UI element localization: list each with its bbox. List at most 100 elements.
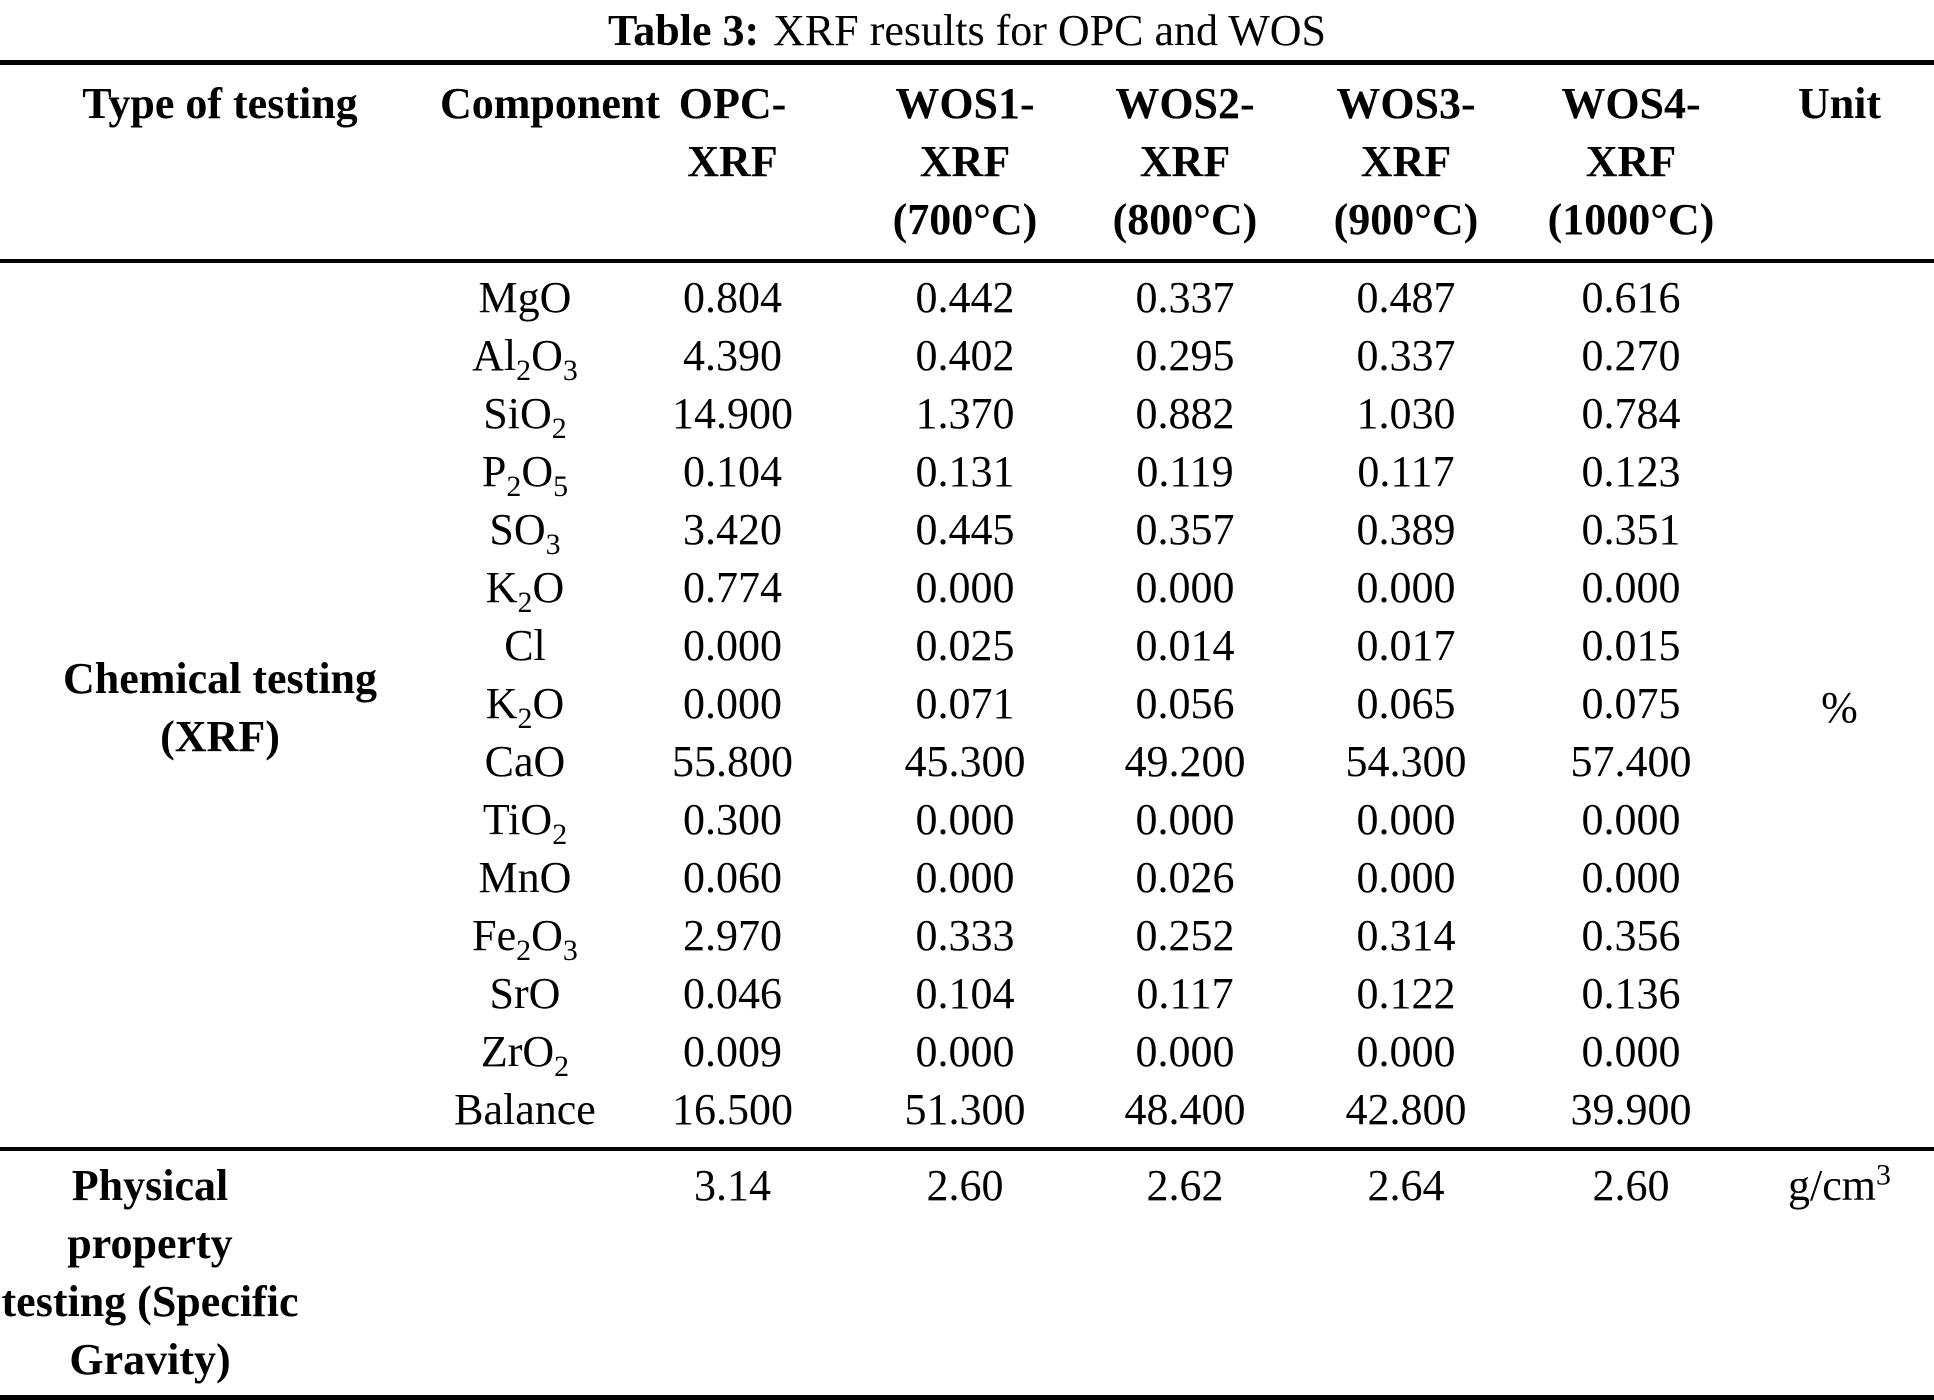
value-cell: 0.000 bbox=[1581, 795, 1681, 844]
header-wos3-xrf-900c: WOS3- XRF (900°C) bbox=[1333, 79, 1479, 244]
value-cell: 0.131 bbox=[915, 447, 1015, 496]
component-cell: Balance bbox=[454, 1085, 596, 1134]
chemical-row: K2O 0.000 0.071 0.056 0.065 0.075 bbox=[0, 675, 1934, 733]
chemical-row: SiO2 14.900 1.370 0.882 1.030 0.784 bbox=[0, 385, 1934, 443]
value-cell: 0.025 bbox=[915, 621, 1015, 670]
chemical-row: SrO 0.046 0.104 0.117 0.122 0.136 bbox=[0, 965, 1934, 1023]
header-wos4-xrf-1000c: WOS4- XRF (1000°C) bbox=[1547, 79, 1715, 244]
value-cell: 0.337 bbox=[1356, 331, 1456, 380]
value-cell: 3.420 bbox=[683, 505, 782, 554]
header-wos1-xrf-700c: WOS1- XRF (700°C) bbox=[892, 79, 1038, 244]
header-row: Type of testing Component OPC- XRF WOS1- X… bbox=[0, 63, 1934, 262]
header-wos2-xrf-800c: WOS2- XRF (800°C) bbox=[1112, 79, 1258, 244]
value-cell: 0.000 bbox=[1581, 1027, 1681, 1076]
value-cell: 55.800 bbox=[672, 737, 793, 786]
value-cell: 0.119 bbox=[1136, 447, 1234, 496]
component-cell: MgO bbox=[478, 273, 572, 322]
physical-value-cell: 2.64 bbox=[1367, 1161, 1445, 1210]
header-opc-xrf: OPC- XRF bbox=[678, 79, 787, 186]
value-cell: 0.445 bbox=[915, 505, 1015, 554]
component-cell: Al2O3 bbox=[472, 331, 578, 387]
value-cell: 0.009 bbox=[683, 1027, 782, 1076]
value-cell: 0.882 bbox=[1135, 389, 1235, 438]
value-cell: 0.104 bbox=[683, 447, 782, 496]
value-cell: 0.000 bbox=[915, 795, 1015, 844]
value-cell: 49.200 bbox=[1124, 737, 1246, 786]
chemical-row: CaO 55.800 45.300 49.200 54.300 57.400 bbox=[0, 733, 1934, 791]
physical-value-cell: 2.60 bbox=[1592, 1161, 1670, 1210]
value-cell: 0.017 bbox=[1356, 621, 1456, 670]
value-cell: 0.784 bbox=[1581, 389, 1681, 438]
value-cell: 42.800 bbox=[1345, 1085, 1467, 1134]
chemical-row: Cl 0.000 0.025 0.014 0.017 0.015 bbox=[0, 617, 1934, 675]
value-cell: 0.000 bbox=[915, 853, 1015, 902]
value-cell: 0.295 bbox=[1135, 331, 1235, 380]
value-cell: 0.056 bbox=[1135, 679, 1235, 728]
physical-property-section: Physical property testing (Specific Gravit… bbox=[0, 1149, 1934, 1398]
chemical-testing-label: Chemical testing (XRF) bbox=[62, 654, 378, 761]
physical-property-label: Physical property testing (Specific Gravit… bbox=[1, 1161, 299, 1384]
value-cell: 0.774 bbox=[683, 563, 782, 612]
value-cell: 0.000 bbox=[1135, 795, 1235, 844]
component-cell: SiO2 bbox=[483, 389, 567, 445]
component-cell: K2O bbox=[485, 679, 565, 735]
value-cell: 0.000 bbox=[1135, 1027, 1235, 1076]
value-cell: 0.060 bbox=[683, 853, 782, 902]
value-cell: 1.370 bbox=[915, 389, 1015, 438]
chemical-row: Balance 16.500 51.300 48.400 42.800 39.900 bbox=[0, 1081, 1934, 1149]
chemical-row: Fe2O3 2.970 0.333 0.252 0.314 0.356 bbox=[0, 907, 1934, 965]
value-cell: 0.000 bbox=[1581, 853, 1681, 902]
chemical-row: MnO 0.060 0.000 0.026 0.000 0.000 bbox=[0, 849, 1934, 907]
component-cell: SrO bbox=[489, 969, 561, 1018]
value-cell: 0.314 bbox=[1356, 911, 1456, 960]
value-cell: 51.300 bbox=[904, 1085, 1026, 1134]
value-cell: 0.000 bbox=[1356, 853, 1456, 902]
unit-gcm3-cell: g/cm3 bbox=[1788, 1158, 1891, 1210]
value-cell: 0.014 bbox=[1135, 621, 1235, 670]
chemical-row: ZrO2 0.009 0.000 0.000 0.000 0.000 bbox=[0, 1023, 1934, 1081]
value-cell: 0.000 bbox=[1581, 563, 1681, 612]
value-cell: 0.442 bbox=[915, 273, 1015, 322]
component-cell: Cl bbox=[504, 621, 546, 670]
value-cell: 0.065 bbox=[1356, 679, 1456, 728]
value-cell: 39.900 bbox=[1570, 1085, 1692, 1134]
table-header: Type of testing Component OPC- XRF WOS1- X… bbox=[0, 63, 1934, 262]
value-cell: 0.000 bbox=[1356, 795, 1456, 844]
component-cell: P2O5 bbox=[481, 447, 569, 503]
table-caption: Table 3: XRF results for OPC and WOS bbox=[0, 0, 1934, 60]
value-cell: 0.136 bbox=[1581, 969, 1681, 1018]
component-cell: K2O bbox=[485, 563, 565, 619]
component-cell: Fe2O3 bbox=[472, 911, 578, 967]
header-type-of-testing: Type of testing bbox=[82, 79, 358, 128]
value-cell: 0.000 bbox=[915, 1027, 1015, 1076]
value-cell: 54.300 bbox=[1345, 737, 1467, 786]
table-caption-label: Table 3: bbox=[607, 5, 760, 55]
chemical-row: Al2O3 4.390 0.402 0.295 0.337 0.270 bbox=[0, 327, 1934, 385]
value-cell: 0.337 bbox=[1135, 273, 1235, 322]
chemical-row: P2O5 0.104 0.131 0.119 0.117 0.123 bbox=[0, 443, 1934, 501]
value-cell: 0.351 bbox=[1581, 505, 1681, 554]
value-cell: 45.300 bbox=[904, 737, 1026, 786]
unit-percent-cell: % bbox=[1821, 683, 1858, 732]
xrf-results-table: Type of testing Component OPC- XRF WOS1- X… bbox=[0, 60, 1934, 1400]
value-cell: 0.046 bbox=[683, 969, 782, 1018]
component-cell: CaO bbox=[484, 737, 566, 786]
value-cell: 57.400 bbox=[1570, 737, 1692, 786]
value-cell: 0.000 bbox=[1356, 563, 1456, 612]
value-cell: 0.389 bbox=[1356, 505, 1456, 554]
chemical-row: TiO2 0.300 0.000 0.000 0.000 0.000 bbox=[0, 791, 1934, 849]
physical-value-cell: 3.14 bbox=[694, 1161, 771, 1210]
value-cell: 0.122 bbox=[1356, 969, 1456, 1018]
component-cell: SO3 bbox=[489, 505, 561, 561]
value-cell: 0.616 bbox=[1581, 273, 1681, 322]
value-cell: 0.252 bbox=[1135, 911, 1235, 960]
header-unit: Unit bbox=[1797, 79, 1882, 128]
value-cell: 16.500 bbox=[672, 1085, 793, 1134]
value-cell: 0.487 bbox=[1356, 273, 1456, 322]
physical-value-cell: 2.62 bbox=[1146, 1161, 1224, 1210]
chemical-testing-section: Chemical testing (XRF) MgO 0.804 0.442 0.337… bbox=[0, 261, 1934, 1149]
value-cell: 0.804 bbox=[683, 273, 782, 322]
component-cell: TiO2 bbox=[482, 795, 568, 851]
value-cell: 0.000 bbox=[683, 621, 782, 670]
value-cell: 0.356 bbox=[1581, 911, 1681, 960]
